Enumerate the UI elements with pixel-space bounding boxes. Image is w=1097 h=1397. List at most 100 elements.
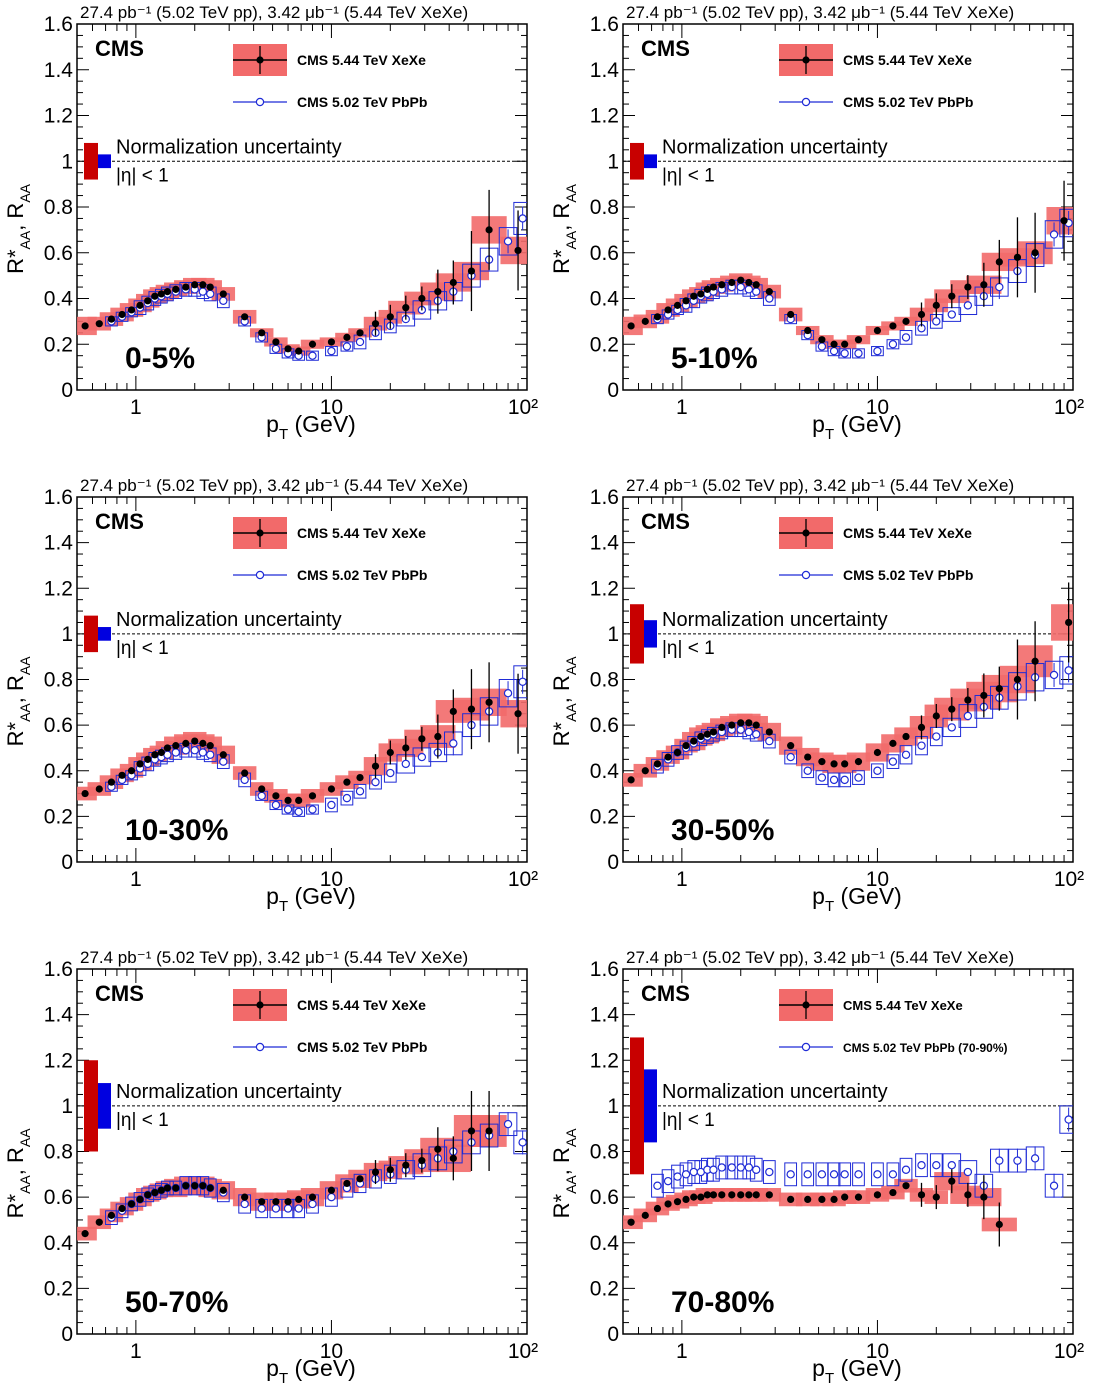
legend-pbpb-marker [255,97,265,107]
pbpb-point [1030,1154,1040,1163]
pbpb-sys-box [871,346,884,357]
x-tick-label: 10² [508,396,538,419]
xexe-point [144,1191,152,1199]
data-layer [77,662,527,817]
xexe-point [172,285,180,293]
xexe-point [172,742,180,750]
xexe-point [745,278,753,287]
xexe-point [258,785,266,793]
pbpb-point [663,1176,673,1186]
xexe-point [136,301,144,309]
pbpb-sys-box [838,348,852,359]
xexe-point [995,258,1003,266]
legend-pbpb-marker [801,570,811,580]
pbpb-point [917,741,926,750]
x-axis-label: pT (GeV) [266,411,356,443]
xexe-point [163,744,172,752]
pbpb-point [854,349,863,358]
xexe-point [308,340,317,348]
y-tick-label: 0.2 [44,805,73,828]
x-tick-label: 10² [1054,1340,1084,1363]
xexe-point [703,730,711,738]
xexe-point [917,1191,926,1199]
xexe-point [787,742,795,750]
xexe-point [653,313,662,321]
pbpb-point [917,1160,926,1170]
pbpb-point [736,1163,745,1172]
xexe-point [182,283,190,291]
xexe-point [418,1157,426,1165]
xexe-point [241,1193,249,1201]
xexe-point [673,748,682,757]
xexe-point [136,1195,144,1204]
normalization-label: Normalization uncertainty [116,609,342,631]
xexe-point [485,1127,493,1135]
xexe-point [295,347,303,355]
x-tick-label: 1 [676,1340,688,1363]
y-axis-label: R*AA, RAA [549,656,579,747]
xexe-point [641,317,649,325]
y-tick-label: 1 [61,150,73,173]
xexe-point [219,1186,227,1194]
legend-xexe-marker [256,56,264,64]
xexe-point [514,246,522,255]
pbpb-point [257,791,266,801]
xexe-point [745,1191,753,1199]
xexe-point [1060,217,1068,225]
pbpb-sys-box [929,1153,943,1178]
pbpb-sys-box [899,330,913,345]
xexe-point [434,732,442,741]
legend-xexe-label: CMS 5.44 TeV XeXe [843,525,972,541]
centrality-label: 30-50% [671,814,774,847]
xexe-point [151,292,159,300]
xexe-point [804,326,812,335]
xexe-point [199,739,207,747]
legend-pbpb-marker [801,1042,811,1052]
pbpb-point [294,807,303,817]
xexe-point [514,710,522,718]
pbpb-sys-box [306,350,319,361]
xexe-point [418,735,426,743]
x-tick-label: 10 [866,868,889,891]
x-tick-label: 1 [676,868,688,891]
pbpb-point [840,349,849,358]
xexe-point [854,336,863,344]
xexe-point [327,1186,336,1194]
xexe-point [917,310,926,319]
xexe-point [327,338,336,346]
xexe-point [272,792,280,800]
legend-pbpb-marker [255,1042,265,1052]
xexe-point [107,778,116,786]
xexe-point [295,796,303,805]
pbpb-sys-box [871,763,884,779]
xexe-point [745,719,753,727]
eta-range-label: |η| < 1 [116,638,169,659]
y-tick-label: 0.4 [590,760,620,783]
xexe-point [191,737,199,745]
cms-label: CMS [95,36,144,61]
legend-xexe-label: CMS 5.44 TeV XeXe [297,525,426,541]
y-tick-label: 0 [61,379,73,402]
pbpb-point [901,333,911,342]
xexe-point [690,292,698,300]
y-tick-label: 0 [61,851,73,874]
pbpb-point [308,351,317,360]
pbpb-sys-box [325,346,338,357]
xexe-point [728,278,736,287]
pbpb-sys-box [852,1162,865,1187]
pbpb-sys-box [915,1153,928,1178]
pbpb-point [327,1192,336,1202]
xexe-point [127,767,136,775]
xexe-point [718,1191,726,1199]
data-layer [623,582,1073,788]
y-tick-label: 0.8 [44,1141,73,1164]
xexe-point [118,1204,126,1213]
legend-xexe-label: CMS 5.44 TeV XeXe [297,997,426,1013]
xexe-point [241,313,249,321]
x-tick-label: 10 [866,1340,889,1363]
pbpb-point [171,748,180,757]
xexe-normalization-box [84,142,98,180]
pbpb-sys-box [340,1178,354,1198]
xexe-point [157,1186,165,1194]
y-tick-label: 0.4 [44,760,74,783]
